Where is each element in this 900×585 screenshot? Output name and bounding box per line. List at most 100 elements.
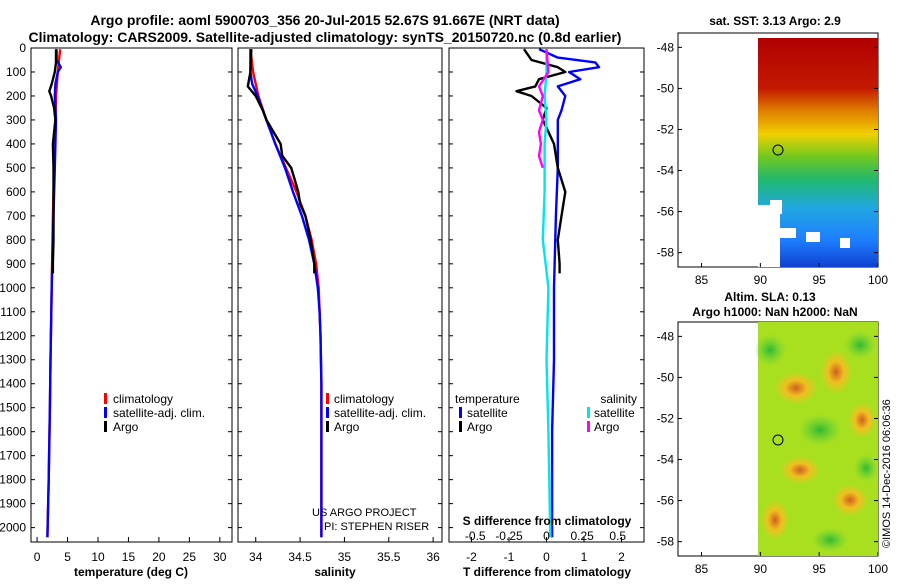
depth-tick-label: 1100	[0, 305, 26, 319]
sla-map-lon-tick-label: 90	[754, 562, 768, 576]
depth-tick-label: 1200	[0, 329, 26, 343]
sla-map-lat-tick-label: -52	[657, 411, 675, 425]
legend-label-argo: Argo	[113, 420, 139, 434]
salinity-panel: 34 34.5 35 35.5 36 salinity climatology sate…	[237, 47, 443, 579]
t-difference-x-label: T difference from climatology	[463, 565, 631, 579]
depth-tick-label: 1600	[0, 425, 26, 439]
sst-land-gaps	[758, 200, 850, 267]
salinity-series-satellite-adj-clim	[249, 49, 323, 538]
salinity-x-label: salinity	[314, 565, 356, 579]
depth-tick-label: 100	[6, 65, 26, 79]
legend-label-t-argo: Argo	[467, 420, 493, 434]
legend-swatch-s-argo	[587, 421, 590, 432]
legend-swatch-t-satellite	[459, 407, 462, 418]
salinity-x-tick-label: 34	[249, 550, 263, 564]
difference-series	[515, 48, 601, 538]
credit-project: US ARGO PROJECT	[312, 507, 417, 519]
depth-tick-label: 300	[6, 113, 26, 127]
difference-series-t-satellite	[538, 48, 601, 538]
legend-swatch-climatology	[326, 393, 329, 404]
difference-x-tick-label: 0	[543, 550, 550, 564]
sst-map-lon-tick-label: 95	[812, 273, 826, 287]
figure-title-line1: Argo profile: aoml 5900703_356 20-Jul-20…	[90, 12, 559, 28]
sst-map-lat-tick-label: -58	[657, 246, 675, 260]
temperature-x-tick-label: 30	[213, 550, 227, 564]
sla-map-lon-tick-label: 95	[812, 562, 826, 576]
depth-tick-label: 900	[6, 257, 26, 271]
depth-tick-label: 700	[6, 209, 26, 223]
temperature-x-tick-label: 5	[64, 550, 71, 564]
temperature-x-tick-label: 10	[91, 550, 105, 564]
temperature-series-satellite-adj-clim	[46, 49, 62, 538]
sst-map-title: sat. SST: 3.13 Argo: 2.9	[709, 14, 841, 28]
credit-pi: PI: STEPHEN RISER	[324, 521, 429, 533]
sst-map-lon-tick-label: 100	[868, 273, 888, 287]
temperature-x-tick-label: 20	[152, 550, 166, 564]
depth-tick-label: 500	[6, 161, 26, 175]
salinity-series-climatology	[249, 49, 323, 538]
salinity-series	[246, 49, 323, 538]
salinity-x-tick-label: 35.5	[377, 550, 401, 564]
depth-tick-label: 1400	[0, 377, 26, 391]
temperature-series-argo	[48, 49, 58, 274]
temperature-panel: 0 5 10 15 20 25 30 temperature (deg C) climato…	[30, 47, 233, 579]
legend-swatch-t-argo	[459, 421, 462, 432]
temperature-x-tick-label: 0	[34, 550, 41, 564]
temperature-x-tick-label: 15	[122, 550, 136, 564]
sla-argo-location-marker	[772, 434, 784, 446]
figure-title-line2: Climatology: CARS2009. Satellite-adjuste…	[29, 29, 622, 45]
sst-argo-location-marker	[772, 144, 784, 156]
depth-tick-label: 600	[6, 185, 26, 199]
temperature-plot-area	[30, 47, 233, 543]
salinity-ticks	[238, 47, 442, 542]
legend-label-s-argo: Argo	[594, 420, 620, 434]
legend-label-climatology: climatology	[334, 392, 394, 406]
depth-tick-label: 200	[6, 89, 26, 103]
depth-axis-labels: 0 100 200 300 400 500 600 700 800 900 1000 1100 1200…	[0, 41, 26, 535]
temperature-x-label: temperature (deg C)	[74, 565, 188, 579]
sst-map-lat-tick-label: -56	[657, 205, 675, 219]
s-difference-x-tick-label: 0.5	[609, 529, 626, 543]
sla-map-lat-tick-label: -48	[657, 329, 675, 343]
sla-map-lon-tick-label: 85	[695, 562, 709, 576]
depth-tick-label: 2000	[0, 521, 26, 535]
temperature-ticks	[31, 47, 232, 542]
difference-x-tick-label: -1	[504, 550, 515, 564]
legend-swatch-climatology	[104, 393, 107, 404]
depth-tick-label: 400	[6, 137, 26, 151]
s-difference-x-tick-labels: -0.5 -0.25 0 0.25 0.5	[465, 529, 627, 543]
sla-map-lat-tick-label: -54	[657, 453, 675, 467]
sla-map-lat-tick-label: -50	[657, 370, 675, 384]
sst-map-lon-tick-label: 85	[695, 273, 709, 287]
depth-tick-label: 1500	[0, 401, 26, 415]
difference-series-s-satellite	[541, 49, 552, 538]
s-difference-x-label: S difference from climatology	[463, 514, 632, 528]
sst-map-lat-tick-label: -52	[657, 122, 675, 136]
legend-swatch-argo	[326, 421, 329, 432]
salinity-x-tick-label: 35	[338, 550, 352, 564]
salinity-legend: climatology satellite-adj. clim. Argo	[326, 392, 426, 434]
legend-title-temperature: temperature	[455, 392, 520, 406]
salinity-x-tick-label: 34.5	[288, 550, 312, 564]
sst-map-lat-tick-label: -54	[657, 164, 675, 178]
s-difference-x-tick-label: 0	[543, 529, 550, 543]
sst-map-lat-tick-label: -48	[657, 40, 675, 54]
difference-series-s-argo	[537, 49, 550, 169]
legend-swatch-s-satellite	[587, 407, 590, 418]
difference-x-tick-label: 2	[618, 550, 625, 564]
salinity-x-tick-labels: 34 34.5 35 35.5 36	[249, 550, 440, 564]
legend-label-s-satellite: satellite	[594, 406, 635, 420]
depth-tick-label: 0	[19, 41, 26, 55]
legend-swatch-argo	[104, 421, 107, 432]
sla-map-lon-tick-label: 100	[868, 562, 888, 576]
t-difference-x-tick-labels: -2 -1 0 1 2	[466, 550, 625, 564]
legend-title-salinity: salinity	[600, 392, 637, 406]
depth-tick-label: 1300	[0, 353, 26, 367]
salinity-series-argo	[246, 49, 316, 274]
s-difference-x-tick-label: -0.5	[465, 529, 486, 543]
legend-label-argo: Argo	[334, 420, 360, 434]
depth-tick-label: 800	[6, 233, 26, 247]
sst-map-ticks: -48 -50 -52 -54 -56 -58 85 90 95 100	[657, 40, 889, 287]
difference-x-tick-label: 1	[581, 550, 588, 564]
